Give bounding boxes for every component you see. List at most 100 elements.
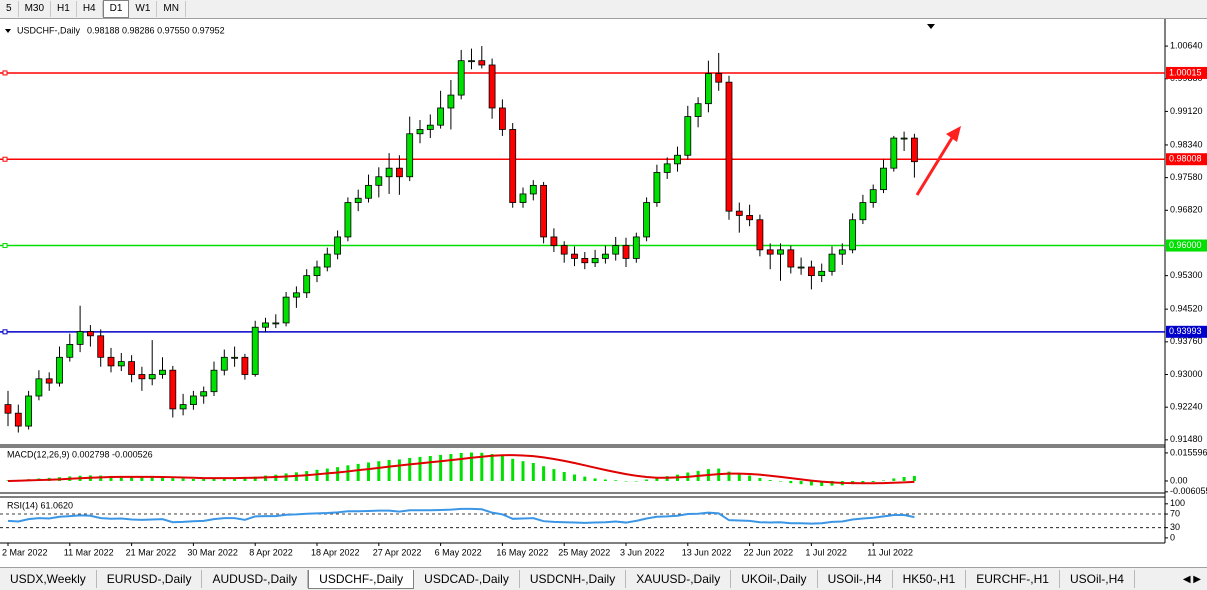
macd-bar xyxy=(727,471,731,481)
candle-body xyxy=(694,103,702,117)
macd-bar xyxy=(470,452,473,481)
candle-body xyxy=(138,374,146,380)
macd-bar xyxy=(253,476,257,481)
y-tick-label: 0.93000 xyxy=(1170,369,1203,379)
candle-body xyxy=(406,133,414,178)
macd-bar xyxy=(912,475,916,481)
candle-body xyxy=(643,202,650,238)
candle-body xyxy=(838,249,846,255)
candle-body xyxy=(323,253,331,268)
macd-bar xyxy=(758,478,762,481)
chart-tab[interactable]: EURUSD-,Daily xyxy=(97,570,203,588)
timeframe-button[interactable]: H4 xyxy=(77,1,103,17)
chart-tab[interactable]: HK50-,H1 xyxy=(893,570,967,588)
y-tick-label: 100 xyxy=(1170,498,1185,508)
chart-tab[interactable]: AUDUSD-,Daily xyxy=(202,570,309,588)
macd-bar xyxy=(346,465,350,481)
candle-body xyxy=(447,94,455,109)
candle-body xyxy=(272,322,280,325)
candle-body xyxy=(869,189,877,203)
timeframe-button[interactable]: H1 xyxy=(51,1,77,17)
candle-body xyxy=(509,129,517,203)
candle-body xyxy=(550,236,558,246)
candle-body xyxy=(602,253,609,259)
candle-body xyxy=(385,167,393,178)
macd-bar xyxy=(439,454,443,481)
macd-bar xyxy=(511,458,515,481)
x-tick-label: 25 May 2022 xyxy=(558,547,610,557)
macd-bar xyxy=(614,480,618,481)
macd-bar xyxy=(500,455,504,481)
x-tick-label: 21 Mar 2022 xyxy=(126,547,177,557)
candle-body xyxy=(220,356,228,371)
level-label: 1.00015 xyxy=(1169,67,1202,77)
chart-window: 1.006400.998800.991200.983400.975800.968… xyxy=(0,19,1207,566)
x-tick-label: 30 Mar 2022 xyxy=(187,547,238,557)
candle-body xyxy=(890,137,898,169)
chart-tab[interactable]: USDX,Weekly xyxy=(0,570,97,588)
candle-body xyxy=(45,378,53,384)
timeframe-button[interactable]: M30 xyxy=(19,1,52,17)
chart-tab[interactable]: EURCHF-,H1 xyxy=(966,570,1060,588)
timeframe-button[interactable]: W1 xyxy=(129,1,158,17)
macd-bar xyxy=(634,480,638,482)
candle-body xyxy=(56,356,63,384)
indicator-title: RSI(14) 61.0620 xyxy=(7,500,73,510)
macd-bar xyxy=(336,467,340,481)
macd-bar xyxy=(222,478,226,481)
macd-bar xyxy=(109,475,113,481)
x-tick-label: 11 Mar 2022 xyxy=(64,547,114,557)
level-handle xyxy=(2,243,8,249)
macd-bar xyxy=(593,478,597,481)
candle-body xyxy=(725,81,733,212)
candle-body xyxy=(766,249,774,255)
candle-body xyxy=(880,167,887,191)
macd-bar xyxy=(552,469,556,481)
chart-tab[interactable]: USDCNH-,Daily xyxy=(520,570,627,588)
macd-bar xyxy=(387,459,391,481)
candle-body xyxy=(777,249,784,255)
candle-body xyxy=(87,331,94,337)
chart-tab[interactable]: USDCAD-,Daily xyxy=(414,570,520,588)
macd-signal-line xyxy=(7,454,915,485)
x-tick-label: 2 Mar 2022 xyxy=(2,547,48,557)
candle-body xyxy=(488,64,496,109)
candle-body xyxy=(560,245,568,255)
x-tick-label: 18 Apr 2022 xyxy=(311,547,360,557)
candle-body xyxy=(571,253,578,259)
candle-body xyxy=(540,184,547,238)
macd-bar xyxy=(861,480,865,484)
candle-body xyxy=(76,331,84,345)
annotation-arrow xyxy=(915,132,957,196)
macd-bar xyxy=(191,478,195,481)
macd-bar xyxy=(882,480,885,481)
macd-bar xyxy=(624,480,628,482)
candle-body xyxy=(519,193,527,203)
chart-tab[interactable]: USDCHF-,Daily xyxy=(308,569,415,589)
candle-body xyxy=(498,107,506,130)
macd-bar xyxy=(367,462,370,481)
x-tick-label: 22 Jun 2022 xyxy=(744,547,794,557)
y-tick-label: 0.97580 xyxy=(1170,172,1203,182)
x-tick-label: 13 Jun 2022 xyxy=(682,547,732,557)
macd-bar xyxy=(119,476,123,481)
candle-body xyxy=(231,356,239,359)
timeframe-button[interactable]: MN xyxy=(157,1,186,17)
macd-bar xyxy=(583,476,587,481)
timeframe-button[interactable]: 5 xyxy=(0,1,19,17)
candle-body xyxy=(262,322,269,328)
macd-bar xyxy=(521,461,525,481)
chart-tab[interactable]: XAUUSD-,Daily xyxy=(626,570,732,588)
indicator-title: MACD(12,26,9) 0.002798 -0.000526 xyxy=(7,449,153,459)
candle-body xyxy=(169,369,177,410)
y-tick-label: -0.006055 xyxy=(1170,486,1207,496)
candle-body xyxy=(14,412,22,427)
candle-body xyxy=(35,378,43,397)
chart-tab[interactable]: UKOil-,Daily xyxy=(731,570,818,588)
candle-body xyxy=(911,137,918,163)
y-tick-label: 0.96820 xyxy=(1170,205,1203,215)
chart-tab[interactable]: USOil-,H4 xyxy=(1060,570,1135,588)
timeframe-button[interactable]: D1 xyxy=(102,0,130,18)
chart-tab[interactable]: USOil-,H4 xyxy=(818,570,893,588)
tab-scroll-arrows[interactable]: ◀ ▶ xyxy=(1182,573,1201,585)
